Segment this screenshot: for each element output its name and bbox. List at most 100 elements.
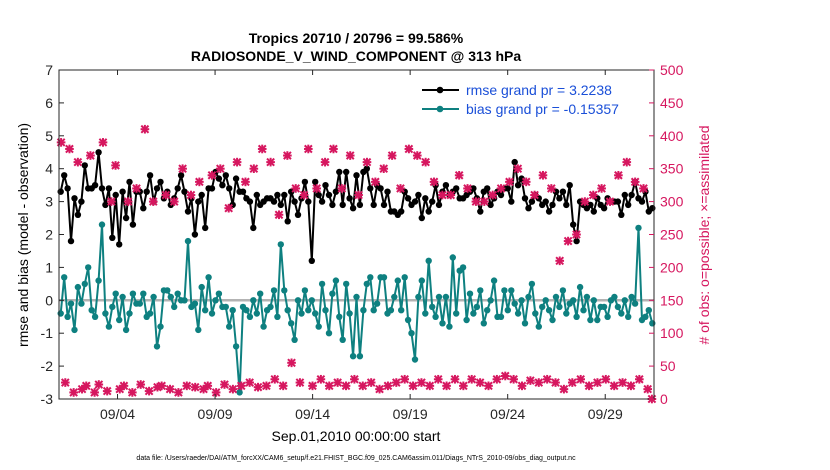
bias-point-54 xyxy=(243,307,250,314)
x-tick-label: 09/14 xyxy=(295,406,330,422)
y-tick-label: 1 xyxy=(45,259,53,275)
obs-marker-106 xyxy=(500,371,510,381)
obs-marker-78 xyxy=(383,381,393,391)
rmse-point-78 xyxy=(325,191,333,199)
legend-bias-marker xyxy=(436,105,444,113)
rmse-point-79 xyxy=(329,201,336,209)
rmse-point-7 xyxy=(81,162,89,169)
bias-point-61 xyxy=(267,303,274,311)
rmse-point-51 xyxy=(232,175,240,182)
rmse-point-76 xyxy=(318,198,326,205)
bias-point-106 xyxy=(422,310,429,317)
y-tick-label: 5 xyxy=(45,128,53,144)
rmse-point-95 xyxy=(384,188,391,195)
bias-point-145 xyxy=(556,303,563,311)
rmse-point-94 xyxy=(380,201,388,209)
bias-point-103 xyxy=(411,356,419,363)
bias-point-77 xyxy=(322,307,329,314)
obs-marker-71 xyxy=(354,190,363,200)
rmse-point-149 xyxy=(570,221,577,228)
bias-point-131 xyxy=(508,287,515,294)
y-tick-label: 3 xyxy=(45,194,53,210)
obs-marker-45 xyxy=(245,378,254,387)
rmse-point-132 xyxy=(511,158,518,166)
rmse-point-165 xyxy=(625,201,632,209)
obs-marker-101 xyxy=(479,197,489,206)
bias-point-125 xyxy=(487,297,494,304)
obs-marker-111 xyxy=(521,177,531,187)
obs-marker-134 xyxy=(618,378,627,387)
obs-marker-117 xyxy=(547,184,556,193)
rmse-point-42 xyxy=(202,224,209,232)
bias-point-143 xyxy=(549,316,556,324)
bias-point-167 xyxy=(631,300,639,307)
bias-point-9 xyxy=(88,307,95,314)
bias-point-147 xyxy=(563,310,570,317)
rmse-point-66 xyxy=(284,218,291,225)
bias-point-65 xyxy=(281,287,288,294)
rmse-point-29 xyxy=(157,178,164,186)
bias-point-142 xyxy=(545,307,553,314)
rmse-point-55 xyxy=(246,198,254,205)
rmse-point-124 xyxy=(484,185,491,192)
bias-point-59 xyxy=(260,323,267,330)
bias-point-117 xyxy=(459,264,467,271)
obs-marker-28 xyxy=(174,388,183,397)
bias-point-172 xyxy=(649,320,656,327)
y-tick-label: 4 xyxy=(45,161,53,177)
obs-marker-105 xyxy=(496,184,506,193)
bias-point-114 xyxy=(449,254,456,261)
obs-marker-109 xyxy=(513,164,523,174)
obs-marker-121 xyxy=(563,236,573,246)
rmse-point-24 xyxy=(140,205,147,212)
rmse-point-3 xyxy=(67,237,75,245)
bias-point-4 xyxy=(71,326,78,334)
rmse-point-68 xyxy=(291,198,298,205)
bias-point-79 xyxy=(329,290,336,297)
obs-marker-16 xyxy=(123,197,133,206)
obs-marker-46 xyxy=(249,164,259,174)
rmse-point-34 xyxy=(174,185,181,192)
legend-rmse-label: rmse grand pr = 3.2238 xyxy=(466,82,612,98)
rmse-point-131 xyxy=(508,198,515,205)
obs-marker-132 xyxy=(609,381,619,391)
obs-marker-37 xyxy=(211,388,221,397)
obs-marker-73 xyxy=(362,157,372,167)
bias-point-99 xyxy=(398,307,405,314)
obs-marker-12 xyxy=(107,197,116,206)
bias-point-123 xyxy=(480,320,487,327)
obs-marker-125 xyxy=(580,197,590,206)
bias-point-28 xyxy=(153,343,161,350)
rmse-point-146 xyxy=(559,188,567,195)
rmse-point-49 xyxy=(226,185,233,192)
rmse-point-145 xyxy=(556,195,563,202)
rmse-point-108 xyxy=(429,198,436,205)
obs-marker-127 xyxy=(588,190,598,200)
obs-marker-124 xyxy=(576,374,585,384)
rmse-point-73 xyxy=(308,257,315,264)
chart-title: Tropics 20710 / 20796 = 99.586% xyxy=(249,30,464,46)
obs-marker-30 xyxy=(182,381,192,391)
rmse-point-12 xyxy=(98,185,106,192)
obs-marker-19 xyxy=(136,380,146,389)
bias-point-96 xyxy=(387,307,395,314)
rmse-point-85 xyxy=(349,205,357,212)
rmse-point-143 xyxy=(549,201,556,209)
obs-marker-13 xyxy=(111,161,120,170)
y-axis-label: rmse and bias (model - observation) xyxy=(15,123,31,347)
obs-marker-96 xyxy=(459,381,468,391)
rmse-point-125 xyxy=(487,201,494,209)
obs-marker-54 xyxy=(283,151,292,160)
bias-point-170 xyxy=(642,313,649,320)
rmse-point-158 xyxy=(600,205,608,212)
bias-point-17 xyxy=(116,316,123,324)
rmse-point-135 xyxy=(521,195,529,202)
bias-point-27 xyxy=(150,293,157,301)
bias-point-63 xyxy=(274,313,281,320)
bias-point-23 xyxy=(136,300,143,307)
obs-marker-17 xyxy=(128,388,137,397)
obs-marker-53 xyxy=(278,381,288,391)
bias-point-121 xyxy=(473,303,481,311)
legend-box xyxy=(418,76,642,121)
